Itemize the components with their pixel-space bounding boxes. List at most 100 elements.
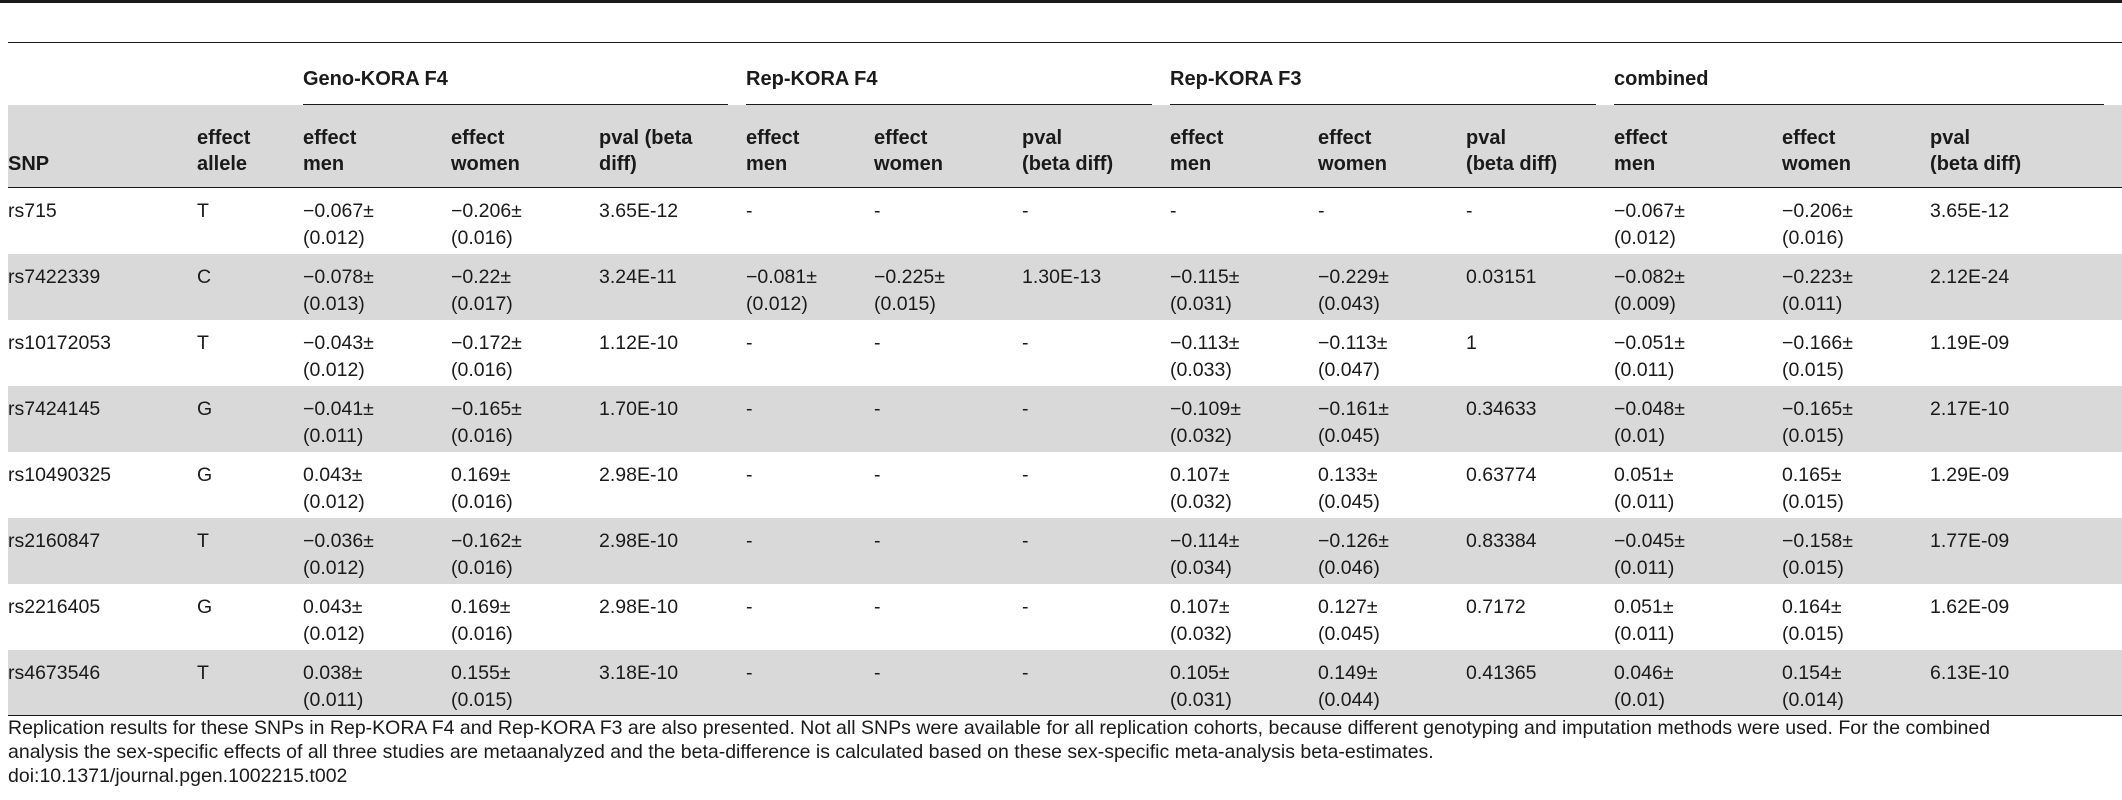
cell-line: (0.012) bbox=[303, 490, 365, 513]
table-cell: 3.24E-11 bbox=[599, 253, 747, 320]
cell-line: −0.223± bbox=[1782, 265, 1853, 288]
cell-line: −0.043± bbox=[303, 331, 374, 354]
cell-line: 2.98E-10 bbox=[599, 463, 679, 486]
table-cell: 2.17E-10 bbox=[1930, 385, 2122, 452]
cell-line: 1.29E-09 bbox=[1930, 463, 2010, 486]
table-cell: −0.036± (0.012) bbox=[303, 517, 451, 584]
cell-line: - bbox=[1022, 331, 1029, 354]
cell-line: T bbox=[197, 200, 209, 222]
cell-line: - bbox=[746, 200, 753, 222]
table-cell: −0.041± (0.011) bbox=[303, 385, 451, 452]
table-cell: - bbox=[874, 188, 1022, 254]
cell-line: −0.162± bbox=[451, 529, 522, 552]
cell-line: rs2216405 bbox=[8, 595, 101, 618]
table-cell: 1.70E-10 bbox=[599, 385, 747, 452]
cell-line: (0.012) bbox=[746, 292, 808, 315]
cell-line: −0.036± bbox=[303, 529, 374, 552]
cell-line: 0.107± bbox=[1170, 595, 1230, 618]
table-cell: −0.113± (0.033) bbox=[1170, 320, 1318, 386]
table-cell: - bbox=[746, 188, 874, 254]
cell-line: 0.107± bbox=[1170, 463, 1230, 486]
cell-line: (0.016) bbox=[451, 358, 513, 381]
table-cell: 1 bbox=[1466, 320, 1614, 386]
table-row: rs2216405 G 0.043± (0.012) 0.169± (0.016) 2.98… bbox=[8, 584, 2122, 650]
cell-line: (0.016) bbox=[451, 424, 513, 447]
cell-line: - bbox=[1318, 200, 1325, 222]
table-cell: −0.048± (0.01) bbox=[1614, 385, 1783, 452]
cell-line: −0.113± bbox=[1170, 331, 1240, 354]
table-cell: −0.114± (0.034) bbox=[1170, 517, 1319, 584]
cell-line: rs7422339 bbox=[8, 265, 101, 288]
column-header-line: (beta diff) bbox=[1466, 153, 1558, 175]
column-header-line: women bbox=[1782, 153, 1851, 175]
table-cell: 0.83384 bbox=[1466, 517, 1615, 584]
column-header-line: effect bbox=[451, 127, 505, 149]
cell-line: - bbox=[746, 397, 753, 420]
cell-line: (0.012) bbox=[1614, 227, 1676, 249]
cell-line: 0.169± bbox=[451, 463, 511, 486]
cell-line: - bbox=[1022, 397, 1029, 420]
table-cell: 6.13E-10 bbox=[1930, 649, 2122, 716]
footnote-line-1: Replication results for these SNPs in Re… bbox=[8, 717, 1991, 739]
table-cell: C bbox=[197, 253, 303, 320]
snp-cell: rs2160847 bbox=[8, 517, 197, 584]
table-cell: 2.98E-10 bbox=[599, 517, 747, 584]
cell-line: - bbox=[1022, 200, 1029, 222]
cell-line: rs2160847 bbox=[8, 529, 101, 552]
cell-line: −0.081± bbox=[746, 265, 817, 288]
table-cell: - bbox=[746, 320, 874, 386]
cell-line: (0.032) bbox=[1170, 424, 1232, 447]
cell-line: 0.03151 bbox=[1466, 265, 1537, 288]
table-cell: 0.046± (0.01) bbox=[1614, 649, 1783, 716]
cell-line: (0.043) bbox=[1318, 292, 1380, 315]
table-cell: 0.105± (0.031) bbox=[1170, 649, 1319, 716]
column-header-line: effect bbox=[1614, 127, 1668, 149]
cell-line: (0.015) bbox=[874, 292, 936, 315]
cell-line: (0.044) bbox=[1318, 688, 1380, 711]
cell-line: (0.009) bbox=[1614, 292, 1676, 315]
table-cell: 0.34633 bbox=[1466, 385, 1615, 452]
cell-line: −0.078± bbox=[303, 265, 374, 288]
cell-line: −0.082± bbox=[1614, 265, 1685, 288]
table-row: rs7422339 C −0.078± (0.013) −0.22± (0.017) 3.2… bbox=[8, 253, 2122, 320]
table-cell: 1.62E-09 bbox=[1930, 584, 2122, 650]
table-cell: 0.107± (0.032) bbox=[1170, 452, 1318, 518]
cell-line: - bbox=[1022, 529, 1029, 552]
cell-line: - bbox=[874, 463, 881, 486]
cell-line: 0.34633 bbox=[1466, 397, 1537, 420]
cell-line: G bbox=[197, 397, 213, 420]
cell-line: 0.127± bbox=[1318, 595, 1378, 618]
column-header-line: (beta diff) bbox=[1930, 153, 2022, 175]
cell-line: (0.013) bbox=[303, 292, 365, 315]
cell-line: −0.166± bbox=[1782, 331, 1853, 354]
cell-line: (0.015) bbox=[451, 688, 513, 711]
column-header-line: effect bbox=[746, 127, 800, 149]
cell-line: (0.045) bbox=[1318, 490, 1380, 513]
column-header: pval (beta diff) bbox=[1466, 105, 1615, 188]
cell-line: rs7424145 bbox=[8, 397, 101, 420]
cell-line: - bbox=[874, 397, 881, 420]
cell-line: −0.109± bbox=[1170, 397, 1241, 420]
column-header-line: pval (beta bbox=[599, 127, 693, 149]
column-header: effect allele bbox=[197, 105, 303, 188]
cell-line: 1.30E-13 bbox=[1022, 265, 1102, 288]
table-cell: - bbox=[874, 517, 1023, 584]
snp-cell: rs715 bbox=[8, 188, 197, 254]
cell-line: (0.016) bbox=[451, 556, 513, 579]
table-cell: 0.043± (0.012) bbox=[303, 584, 451, 650]
table-cell: - bbox=[1022, 385, 1171, 452]
cell-line: −0.229± bbox=[1318, 265, 1389, 288]
doi-text: doi:10.1371/journal.pgen.1002215.t002 bbox=[8, 765, 348, 787]
table-row: rs10172053 T −0.043± (0.012) −0.172± (0.016) 1… bbox=[8, 320, 2122, 386]
table-cell: 1.29E-09 bbox=[1930, 452, 2122, 518]
table-cell: 0.03151 bbox=[1466, 253, 1615, 320]
cell-line: 1.62E-09 bbox=[1930, 595, 2010, 618]
cell-line: - bbox=[1466, 200, 1473, 222]
cell-line: (0.012) bbox=[303, 556, 365, 579]
cell-line: 0.046± bbox=[1614, 661, 1674, 684]
cell-line: - bbox=[1022, 661, 1029, 684]
cell-line: −0.114± bbox=[1170, 529, 1240, 552]
group-header-spacer bbox=[8, 42, 197, 105]
cell-line: (0.032) bbox=[1170, 622, 1232, 645]
table-cell: - bbox=[874, 385, 1023, 452]
